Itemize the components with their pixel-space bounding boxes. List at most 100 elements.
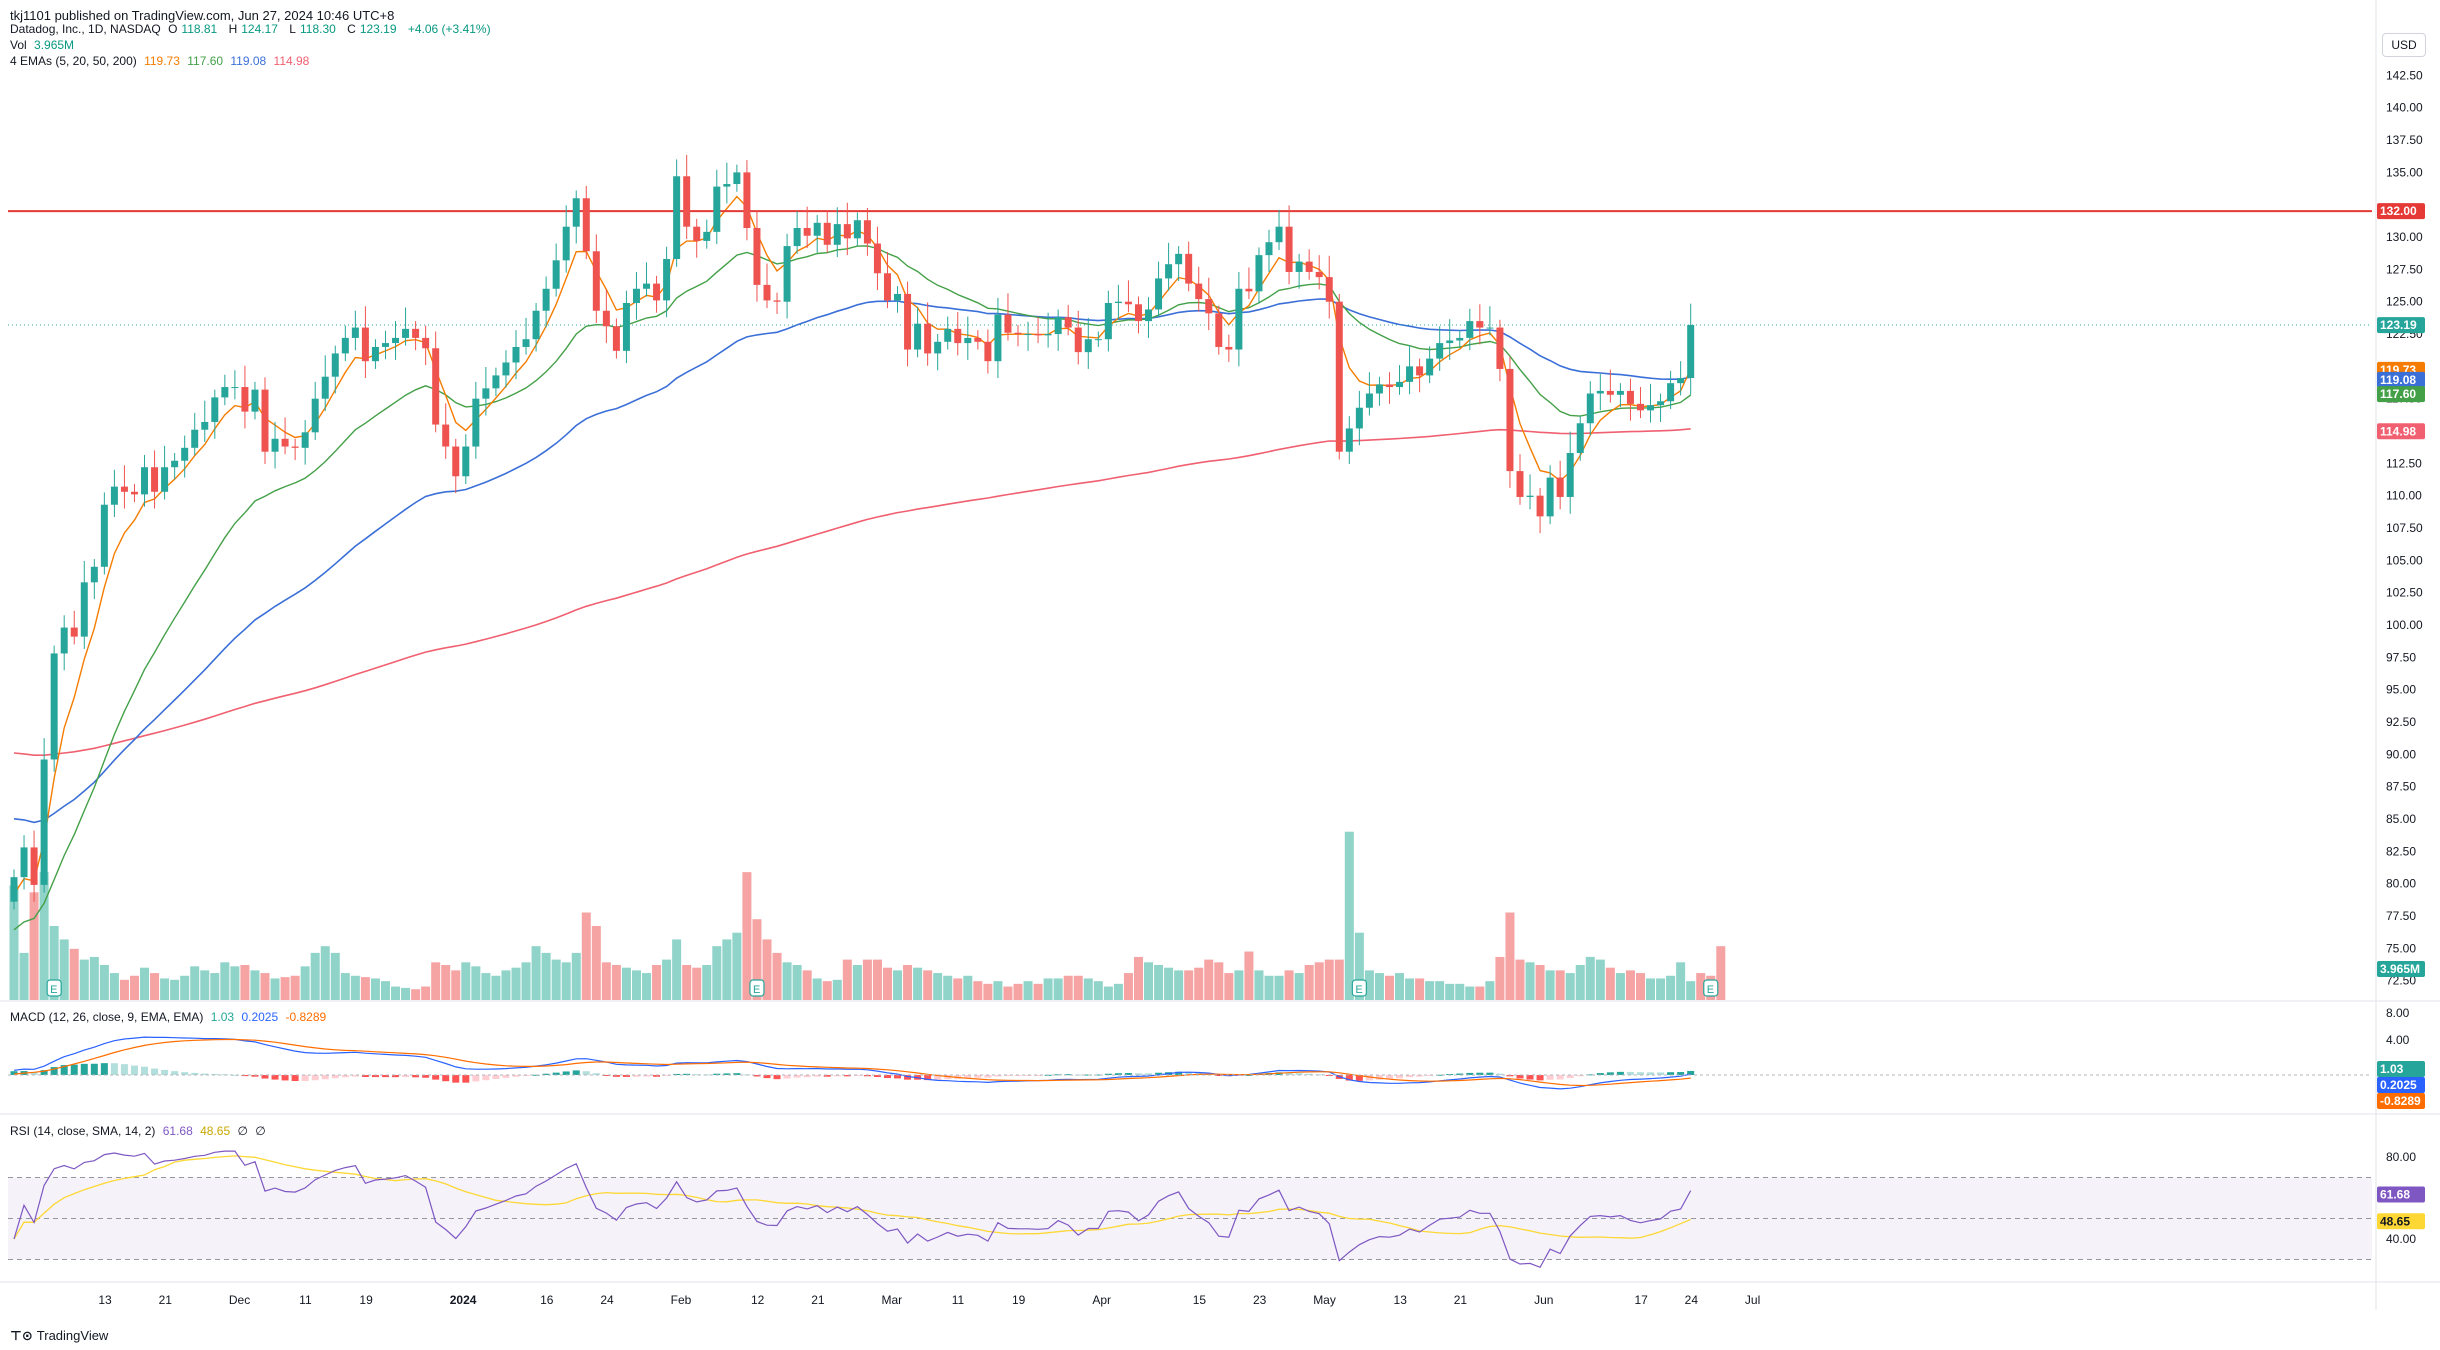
volume-bar <box>933 973 943 1000</box>
macd-histogram-bar <box>582 1071 590 1075</box>
macd-histogram-bar <box>301 1075 309 1082</box>
candle-body <box>20 847 28 878</box>
volume-bar <box>129 975 139 1000</box>
candle-body <box>1576 423 1584 453</box>
rsi-line <box>13 1150 1692 1269</box>
volume-bar <box>431 962 441 1000</box>
candle-body <box>1335 301 1343 452</box>
macd-histogram-bar <box>1114 1073 1122 1075</box>
price-tick-label: 92.50 <box>2386 715 2416 729</box>
volume-bar <box>1304 965 1314 1000</box>
candle-body <box>311 398 319 433</box>
macd-histogram-bar <box>653 1075 661 1077</box>
tradingview-logo[interactable]: ⊤⊙ TradingView <box>10 1328 108 1344</box>
candle-body <box>1295 261 1303 272</box>
candle-body <box>1145 309 1153 322</box>
macd-signal-badge-bg <box>2377 1093 2425 1109</box>
candle-body <box>632 288 640 303</box>
candle-body <box>201 421 209 430</box>
rsi-ma-badge: 48.65 <box>2380 1214 2410 1228</box>
rsi-extra2: ∅ <box>255 1124 266 1138</box>
volume-bar <box>461 962 471 1000</box>
macd-histogram-bar <box>863 1075 871 1077</box>
candle-body <box>1245 288 1253 292</box>
volume-bar <box>913 967 923 1000</box>
volume-bar <box>672 939 682 1000</box>
macd-histogram-bar <box>422 1075 430 1078</box>
macd-signal-value: -0.8289 <box>285 1010 327 1024</box>
candle-body <box>1305 261 1313 272</box>
volume-bar <box>421 986 431 1000</box>
vol-label[interactable]: Vol <box>10 38 27 52</box>
symbol-name[interactable]: Datadog, Inc., 1D, NASDAQ <box>10 22 161 36</box>
currency-button[interactable]: USD <box>2382 33 2426 57</box>
time-axis-label: 17 <box>1634 1293 1648 1307</box>
volume-bar <box>903 965 913 1000</box>
change-value: +4.06 (+3.41%) <box>407 22 491 36</box>
volume-bar <box>1595 959 1605 1000</box>
ema20-badge: 117.60 <box>2380 387 2416 401</box>
volume-bar <box>1043 978 1053 1000</box>
candle-body <box>1094 339 1102 341</box>
volume-badge: 3.965M <box>2380 962 2420 976</box>
volume-bar <box>180 975 190 1000</box>
macd-histogram-bar <box>1677 1072 1685 1075</box>
macd-histogram-bar <box>130 1065 138 1075</box>
volume-bar <box>1425 981 1435 1000</box>
macd-histogram-bar <box>934 1075 942 1080</box>
macd-histogram-bar <box>482 1075 490 1081</box>
macd-tick-label: 4.00 <box>2386 1033 2410 1047</box>
volume-bar <box>1144 962 1154 1000</box>
rsi-extra1: ∅ <box>237 1124 248 1138</box>
volume-bar <box>230 966 240 1000</box>
macd-label[interactable]: MACD (12, 26, close, 9, EMA, EMA) <box>10 1010 204 1024</box>
macd-histogram-bar <box>442 1075 450 1082</box>
macd-histogram-bar <box>512 1075 520 1077</box>
candle-body <box>1566 452 1574 497</box>
ema20-line <box>13 245 1692 931</box>
macd-histogram-bar <box>622 1075 630 1077</box>
volume-bar <box>1033 983 1043 1000</box>
volume-bar <box>1324 959 1334 1000</box>
candle-body <box>833 224 841 245</box>
volume-bar <box>9 885 19 1000</box>
ema-label[interactable]: 4 EMAs (5, 20, 50, 200) <box>10 54 137 68</box>
volume-bar <box>802 970 812 1000</box>
macd-histogram-bar <box>964 1075 972 1079</box>
price-tick-label: 77.50 <box>2386 909 2416 923</box>
macd-histogram-bar <box>1687 1070 1695 1075</box>
candle-body <box>70 627 78 637</box>
volume-bar <box>1666 975 1676 1000</box>
macd-histogram-bar <box>1185 1072 1193 1075</box>
volume-bar <box>832 979 842 1000</box>
close-badge-bg <box>2377 317 2425 334</box>
volume-bar <box>1435 981 1445 1000</box>
time-axis-label: Jul <box>1745 1293 1760 1307</box>
candle-body <box>813 222 821 236</box>
volume-bar <box>862 959 872 1000</box>
candle-body <box>964 337 972 344</box>
candle-body <box>80 582 88 637</box>
candle-body <box>612 326 620 351</box>
macd-histogram-bar <box>361 1075 369 1077</box>
macd-histogram-bar <box>994 1075 1002 1077</box>
time-axis-label: 16 <box>540 1293 554 1307</box>
candle-body <box>1486 327 1494 329</box>
volume-bar <box>812 978 822 1000</box>
candle-body <box>1436 343 1444 359</box>
macd-histogram-bar <box>592 1073 600 1075</box>
macd-histogram-bar <box>261 1075 269 1079</box>
volume-bar <box>109 973 119 1000</box>
volume-bar <box>742 872 752 1000</box>
candle-body <box>883 273 891 301</box>
volume-bar <box>99 965 109 1000</box>
candle-body <box>502 362 510 376</box>
candle-body <box>733 172 741 185</box>
rsi-label[interactable]: RSI (14, close, SMA, 14, 2) <box>10 1124 156 1138</box>
candle-body <box>823 222 831 245</box>
macd-histogram-bar <box>1305 1073 1313 1075</box>
volume-bar <box>973 981 983 1000</box>
candle-body <box>1446 340 1454 344</box>
price-tick-label: 137.50 <box>2386 133 2423 147</box>
